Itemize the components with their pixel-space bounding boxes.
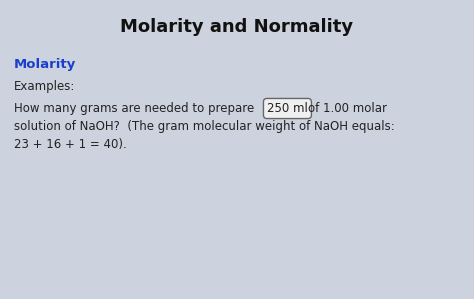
Text: Molarity and Normality: Molarity and Normality bbox=[120, 18, 354, 36]
Text: 250 ml: 250 ml bbox=[267, 102, 308, 115]
Text: 23 + 16 + 1 = 40).: 23 + 16 + 1 = 40). bbox=[14, 138, 127, 151]
Text: solution of NaOH?  (The gram molecular weight of NaOH equals:: solution of NaOH? (The gram molecular we… bbox=[14, 120, 395, 133]
Text: Molarity: Molarity bbox=[14, 58, 76, 71]
Text: How many grams are needed to prepare: How many grams are needed to prepare bbox=[14, 102, 254, 115]
Text: Examples:: Examples: bbox=[14, 80, 75, 93]
Text: of 1.00 molar: of 1.00 molar bbox=[308, 102, 387, 115]
